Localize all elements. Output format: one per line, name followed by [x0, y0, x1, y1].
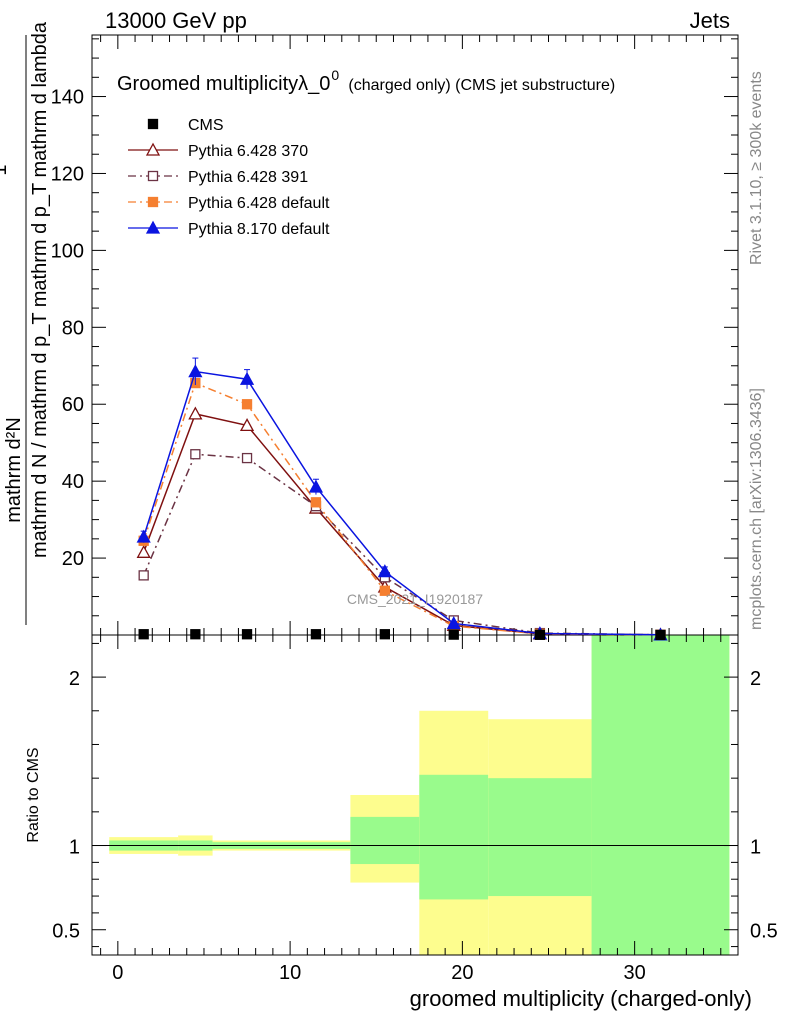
cms-point	[190, 629, 201, 640]
main-title: Groomed multiplicityλ_0	[117, 73, 330, 95]
mcplots-label: mcplots.cern.ch [arXiv:1306.3436]	[748, 388, 765, 630]
ratio-ytick-label: 1	[69, 837, 80, 859]
legend-marker	[145, 142, 161, 156]
series-point	[241, 399, 253, 410]
main-ytick-label: 60	[62, 394, 84, 416]
legend-marker	[147, 196, 159, 208]
ratio-ytick-label-right: 1	[750, 837, 761, 859]
band-green-7	[591, 635, 730, 955]
cms-point	[310, 629, 322, 640]
rivet-label: Rivet 3.1.10, ≥ 300k events	[748, 71, 765, 265]
ylabel-prefix: 1	[0, 164, 11, 175]
series-point	[308, 479, 324, 493]
series-line-2	[142, 382, 661, 636]
main-ytick-label: 40	[62, 471, 84, 493]
legend-label: Pythia 6.428 default	[188, 195, 330, 212]
series-point	[188, 364, 203, 378]
band-green-6	[488, 778, 592, 897]
xtick-label: 10	[279, 962, 301, 984]
ratio-ytick-label: 0.5	[52, 921, 80, 943]
legend-marker	[147, 170, 159, 182]
series-point	[239, 371, 255, 385]
ratio-ytick-label-right: 2	[750, 668, 761, 690]
ratio-ytick-label: 2	[69, 668, 80, 690]
series-point	[190, 449, 201, 460]
ylabel-numerator: mathrm d²N	[3, 417, 25, 523]
legend-label: Pythia 6.428 391	[188, 169, 308, 186]
legend-label: Pythia 8.170 default	[188, 221, 330, 238]
cms-point	[534, 629, 546, 640]
process-label: 13000 GeV pp	[105, 8, 247, 33]
xlabel: groomed multiplicity (charged-only)	[410, 986, 752, 1011]
series-point	[138, 570, 149, 581]
series-point	[188, 406, 203, 420]
ratio-ylabel: Ratio to CMS	[25, 747, 42, 842]
series-layer	[136, 357, 668, 641]
series-point	[377, 564, 392, 578]
band-green-5	[419, 774, 489, 900]
series-point	[310, 497, 322, 508]
series-point	[136, 544, 151, 558]
cms-point	[448, 629, 459, 640]
watermark: CMS_2021_I1920187	[347, 591, 483, 607]
main-ylabel: mathrm d²N mathrm d N / mathrm d p_T math…	[0, 21, 51, 625]
main-ytick-label: 120	[51, 163, 84, 185]
ratio-bands	[92, 635, 738, 955]
main-title-suffix: (charged only) (CMS jet substructure)	[348, 77, 615, 94]
cms-point	[379, 629, 391, 640]
legend-label: Pythia 6.428 370	[188, 143, 308, 160]
main-title-sup: 0	[331, 67, 339, 83]
series-line-3	[142, 370, 661, 636]
series-point	[379, 585, 391, 596]
ylabel-denominator: mathrm d N / mathrm d p_T mathrm d p_T m…	[29, 21, 51, 558]
xtick-label: 30	[624, 962, 646, 984]
axis-ticks	[92, 35, 738, 955]
cms-point	[655, 629, 666, 641]
category-label: Jets	[689, 8, 730, 33]
band-green-4	[350, 816, 420, 865]
cms-point	[138, 629, 149, 640]
xtick-label: 20	[451, 962, 473, 984]
series-point	[446, 616, 461, 630]
cms-point	[241, 629, 253, 640]
main-ytick-label: 20	[62, 548, 84, 570]
ratio-ytick-label-right: 0.5	[750, 921, 778, 943]
legend-marker	[147, 118, 159, 130]
series-point	[241, 452, 253, 464]
plot-frames	[91, 34, 739, 956]
legend: CMS Pythia 6.428 370 Pythia 6.428 391 Pythi…	[128, 117, 330, 238]
main-ytick-label: 140	[51, 87, 84, 109]
ratio-frame	[91, 634, 739, 956]
legend-marker	[145, 220, 161, 234]
series-point	[239, 418, 255, 432]
main-ytick-label: 80	[62, 317, 84, 339]
main-ytick-label: 100	[51, 240, 84, 262]
xtick-label: 0	[112, 962, 123, 984]
legend-label: CMS	[188, 117, 224, 134]
series-point	[136, 529, 151, 543]
